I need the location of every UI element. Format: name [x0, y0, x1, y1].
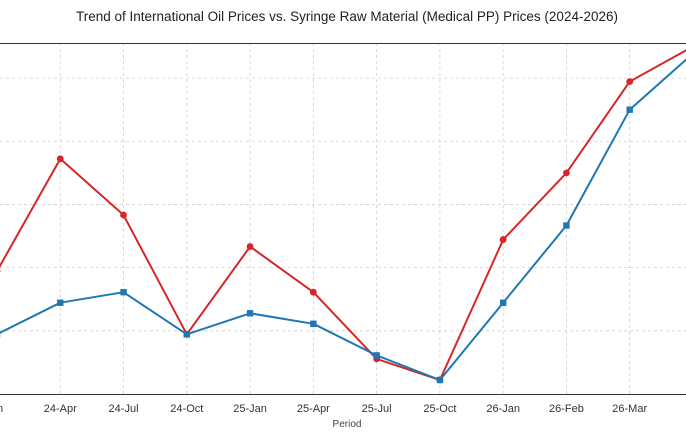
chart-title: Trend of International Oil Prices vs. Sy…: [76, 9, 618, 24]
x-tick-label: 24-Jul: [109, 403, 139, 415]
data-point: [626, 106, 633, 113]
x-tick-label: 24-Apr: [44, 403, 77, 415]
data-point: [563, 169, 570, 177]
data-point: [246, 310, 254, 317]
series-line: [0, 58, 686, 381]
x-tick-label: 25-Jan: [233, 403, 267, 415]
series-line: [0, 49, 686, 381]
x-tick-label: an: [0, 403, 3, 415]
data-point: [56, 155, 64, 163]
data-point: [246, 243, 254, 250]
x-tick-label: 25-Oct: [423, 403, 456, 415]
x-tick-label: 26-Feb: [549, 403, 584, 415]
x-axis-label: Period: [333, 419, 362, 430]
data-point: [309, 288, 317, 296]
data-point: [373, 352, 380, 359]
x-tick-label: 25-Apr: [297, 403, 330, 415]
x-tick-label: 26-Mar: [612, 403, 647, 415]
series-lines: [0, 49, 686, 384]
data-point: [626, 78, 634, 86]
data-point: [499, 236, 507, 243]
gridlines: [0, 43, 686, 394]
x-tick-label: 26-Jan: [486, 403, 520, 415]
x-tick-labels: an 24-Apr 24-Jul 24-Oct 25-Jan 25-Apr 25-Jul 25…: [0, 403, 647, 415]
data-point: [563, 222, 570, 229]
data-point: [183, 331, 191, 338]
x-tick-label: 25-Jul: [362, 403, 392, 415]
x-tick-label: 24-Oct: [170, 403, 203, 415]
data-point: [499, 299, 507, 306]
data-point: [120, 289, 127, 296]
data-point: [436, 376, 444, 384]
data-point: [57, 299, 64, 306]
data-point: [310, 320, 317, 327]
data-point: [120, 211, 127, 219]
